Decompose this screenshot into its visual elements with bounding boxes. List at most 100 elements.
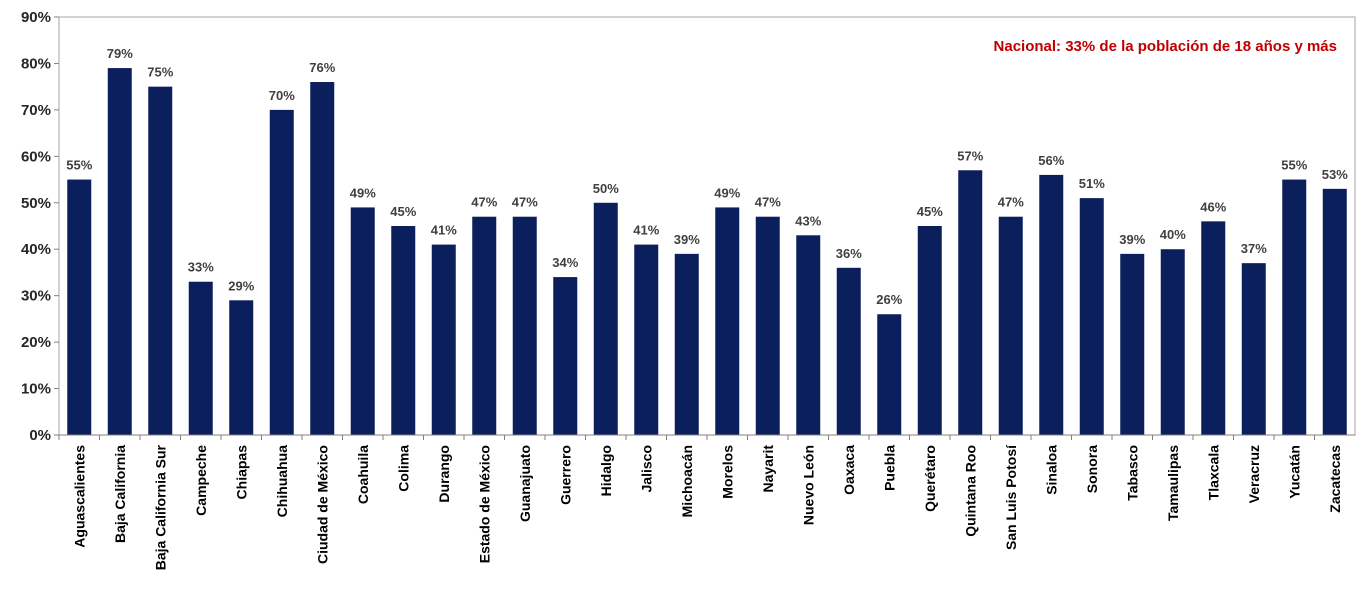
- data-label: 56%: [1038, 153, 1064, 168]
- x-tick-label: Aguascalientes: [71, 445, 87, 548]
- x-tick-label: Michoacán: [679, 445, 695, 517]
- y-tick-label: 60%: [21, 148, 51, 165]
- bar: [553, 277, 578, 435]
- bar: [391, 226, 416, 435]
- y-axis: 0% 10% 20% 30% 40% 50% 60% 70% 80% 90%: [21, 9, 59, 444]
- data-label: 53%: [1322, 167, 1348, 182]
- bar: [1160, 249, 1185, 435]
- data-label: 79%: [107, 46, 133, 61]
- national-annotation: Nacional: 33% de la población de 18 años…: [994, 38, 1337, 55]
- data-label: 39%: [674, 232, 700, 247]
- x-tick-label: Estado de México: [476, 445, 492, 563]
- data-label: 34%: [552, 255, 578, 270]
- data-label: 55%: [1281, 158, 1307, 173]
- bar: [229, 300, 254, 435]
- bar: [917, 226, 942, 435]
- y-tick-label: 30%: [21, 288, 51, 305]
- bar: [796, 235, 821, 435]
- data-label: 57%: [957, 148, 983, 163]
- x-tick-label: San Luis Potosí: [1003, 444, 1019, 550]
- bar: [269, 109, 294, 435]
- x-tick-label: Chihuahua: [274, 445, 290, 518]
- data-labels-group: 55% 79% 75% 33% 29% 70% 76% 49% 45% 41% 47% 47% 34% 5…: [66, 46, 1348, 307]
- data-label: 49%: [350, 185, 376, 200]
- data-label: 50%: [593, 181, 619, 196]
- y-tick-label: 20%: [21, 334, 51, 351]
- bar: [593, 202, 618, 435]
- x-tick-label: Ciudad de México: [314, 445, 330, 564]
- data-label: 70%: [269, 88, 295, 103]
- bar: [107, 68, 132, 435]
- x-tick-label: Nuevo León: [800, 445, 816, 525]
- data-label: 43%: [795, 213, 821, 228]
- x-tick-label: Querétaro: [922, 445, 938, 512]
- data-label: 47%: [471, 195, 497, 210]
- x-tick-label: Jalisco: [638, 445, 654, 492]
- x-tick-label: Oaxaca: [841, 445, 857, 495]
- x-tick-label: Baja California Sur: [152, 444, 168, 570]
- x-tick-label: Durango: [436, 445, 452, 503]
- bar: [1120, 253, 1145, 435]
- x-tick-label: Zacatecas: [1327, 445, 1343, 513]
- y-tick-label: 80%: [21, 55, 51, 72]
- x-tick-label: Morelos: [719, 445, 735, 499]
- bar: [1241, 263, 1266, 435]
- data-label: 75%: [147, 65, 173, 80]
- y-tick-label: 90%: [21, 9, 51, 26]
- data-label: 29%: [228, 278, 254, 293]
- bar: [188, 281, 213, 435]
- bar: [512, 216, 537, 435]
- data-label: 55%: [66, 158, 92, 173]
- data-label: 47%: [998, 195, 1024, 210]
- data-label: 47%: [512, 195, 538, 210]
- x-tick-label: Yucatán: [1286, 445, 1302, 499]
- bar: [310, 82, 335, 436]
- bar: [1201, 221, 1226, 435]
- data-label: 47%: [755, 195, 781, 210]
- x-tick-label: Sinaloa: [1043, 445, 1059, 495]
- bar: [1039, 174, 1064, 435]
- bar: [1282, 179, 1307, 435]
- x-tick-label: Hidalgo: [598, 445, 614, 496]
- y-tick-label: 0%: [29, 427, 51, 444]
- x-tick-label: Coahuila: [355, 445, 371, 504]
- y-tick-label: 50%: [21, 195, 51, 212]
- x-tick-label: Veracruz: [1246, 445, 1262, 503]
- bar: [148, 86, 173, 436]
- bars-group: [67, 68, 1347, 436]
- bar: [958, 170, 983, 435]
- y-tick-label: 10%: [21, 381, 51, 398]
- x-tick-label: Colima: [395, 445, 411, 492]
- data-label: 40%: [1160, 227, 1186, 242]
- bar: [998, 216, 1023, 435]
- x-tick-label: Sonora: [1084, 445, 1100, 493]
- x-tick-label: Guerrero: [557, 445, 573, 505]
- bar: [634, 244, 659, 435]
- x-tick-label: Quintana Roo: [962, 445, 978, 537]
- bar: [1322, 188, 1347, 435]
- data-label: 26%: [876, 292, 902, 307]
- x-tick-label: Guanajuato: [517, 445, 533, 522]
- data-label: 41%: [633, 223, 659, 238]
- x-tick-label: Nayarit: [760, 445, 776, 493]
- bar: [877, 314, 902, 435]
- bar: [715, 207, 740, 435]
- bar: [350, 207, 375, 435]
- x-tick-label: Baja California: [112, 445, 128, 543]
- bar: [674, 253, 699, 435]
- data-label: 46%: [1200, 199, 1226, 214]
- x-tick-label: Tlaxcala: [1205, 445, 1221, 500]
- data-label: 39%: [1119, 232, 1145, 247]
- y-tick-label: 70%: [21, 102, 51, 119]
- x-tick-label: Tabasco: [1124, 445, 1140, 501]
- x-tick-label: Campeche: [193, 445, 209, 516]
- bar: [1079, 198, 1104, 435]
- x-tick-label: Chiapas: [233, 445, 249, 500]
- data-label: 36%: [836, 246, 862, 261]
- data-label: 51%: [1079, 176, 1105, 191]
- bar: [67, 179, 92, 435]
- data-label: 49%: [714, 185, 740, 200]
- bar: [755, 216, 780, 435]
- data-label: 45%: [390, 204, 416, 219]
